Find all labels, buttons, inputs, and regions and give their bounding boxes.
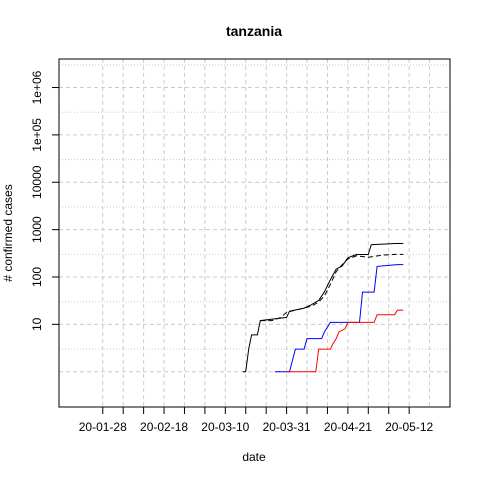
series-line-1 — [243, 244, 403, 372]
x-tick-label: 20-02-18 — [140, 420, 188, 434]
x-tick-label: 20-04-21 — [324, 420, 372, 434]
chart-title: tanzania — [226, 23, 282, 39]
series-line-3 — [275, 265, 403, 372]
y-tick-label: 1e+06 — [30, 70, 44, 104]
series-line-2 — [260, 254, 403, 320]
x-tick-label: 20-01-28 — [79, 420, 127, 434]
series-group — [243, 244, 403, 372]
y-axis-label: # confirmed cases — [1, 184, 15, 281]
y-tick-label: 1000 — [30, 216, 44, 243]
series-line-4 — [287, 310, 404, 372]
grid — [59, 59, 450, 407]
x-tick-label: 20-05-12 — [385, 420, 433, 434]
x-axis: 20-01-28 20-02-18 20-03-10 20-03-31 20-04-21… — [79, 407, 434, 434]
x-tick-label: 20-03-10 — [201, 420, 249, 434]
y-tick-label: 1e+05 — [30, 118, 44, 152]
y-tick-label: 100 — [30, 267, 44, 287]
y-tick-label: 10000 — [30, 165, 44, 199]
plot-frame — [59, 59, 450, 407]
x-axis-label: date — [242, 450, 266, 464]
y-tick-label: 10 — [30, 317, 44, 331]
y-axis: 10 100 1000 10000 1e+05 1e+06 — [30, 70, 59, 331]
x-tick-label: 20-03-31 — [263, 420, 311, 434]
